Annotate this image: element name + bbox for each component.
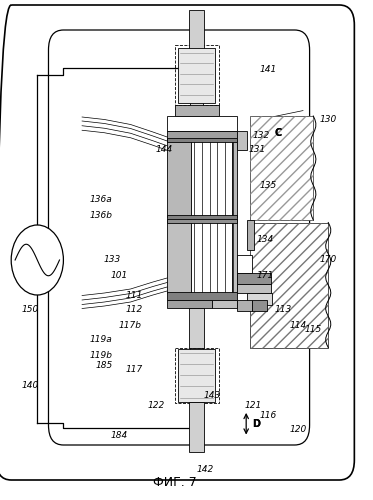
Bar bbox=[191, 220, 232, 292]
Polygon shape bbox=[250, 222, 328, 348]
Text: 134: 134 bbox=[256, 236, 273, 244]
Text: 171: 171 bbox=[256, 270, 273, 280]
Text: 111: 111 bbox=[126, 290, 143, 300]
Bar bbox=[167, 300, 212, 308]
Text: 144: 144 bbox=[156, 146, 173, 154]
Text: 133: 133 bbox=[103, 256, 120, 264]
Text: 122: 122 bbox=[148, 400, 165, 409]
Text: 140: 140 bbox=[21, 380, 38, 390]
Polygon shape bbox=[250, 116, 313, 220]
Circle shape bbox=[11, 225, 63, 295]
Bar bbox=[247, 220, 254, 250]
Text: ФИГ. 7: ФИГ. 7 bbox=[153, 476, 197, 489]
Bar bbox=[175, 45, 219, 105]
Text: 143: 143 bbox=[204, 390, 221, 400]
Bar bbox=[189, 10, 204, 55]
Text: 170: 170 bbox=[320, 256, 337, 264]
Bar bbox=[190, 68, 203, 428]
Text: 130: 130 bbox=[320, 116, 337, 124]
Text: 131: 131 bbox=[249, 146, 266, 154]
Bar bbox=[167, 292, 237, 300]
Text: 115: 115 bbox=[305, 326, 322, 334]
Text: 117b: 117b bbox=[119, 320, 142, 330]
Bar bbox=[167, 215, 237, 220]
Bar bbox=[167, 138, 237, 141]
Bar bbox=[237, 272, 271, 283]
Bar bbox=[175, 105, 219, 116]
Text: 119b: 119b bbox=[89, 350, 112, 360]
Text: 116: 116 bbox=[260, 410, 277, 420]
Text: C: C bbox=[274, 128, 281, 138]
Bar bbox=[178, 349, 215, 402]
Bar bbox=[247, 292, 272, 305]
Bar bbox=[189, 308, 204, 348]
Text: C: C bbox=[274, 128, 281, 138]
Text: 150: 150 bbox=[21, 306, 38, 314]
Bar bbox=[232, 220, 237, 292]
Text: 113: 113 bbox=[275, 306, 292, 314]
Text: 142: 142 bbox=[197, 466, 214, 474]
Bar bbox=[232, 139, 237, 216]
Bar bbox=[191, 139, 232, 216]
Bar bbox=[167, 131, 237, 138]
Text: D: D bbox=[252, 419, 260, 429]
Bar bbox=[167, 219, 237, 223]
Bar bbox=[252, 300, 267, 311]
Text: 136b: 136b bbox=[89, 210, 112, 220]
Text: 135: 135 bbox=[260, 180, 277, 190]
Text: 114: 114 bbox=[290, 320, 307, 330]
Bar bbox=[167, 116, 237, 131]
Bar bbox=[178, 48, 215, 102]
Text: 101: 101 bbox=[111, 270, 128, 280]
Text: 184: 184 bbox=[111, 430, 128, 440]
Text: D: D bbox=[252, 419, 260, 429]
Text: 120: 120 bbox=[290, 426, 307, 434]
Text: 136a: 136a bbox=[90, 196, 112, 204]
Bar bbox=[175, 348, 219, 403]
Bar bbox=[237, 300, 252, 311]
Bar bbox=[237, 255, 252, 272]
Text: 185: 185 bbox=[96, 360, 113, 370]
Bar bbox=[237, 131, 247, 150]
Bar bbox=[167, 139, 191, 216]
Bar bbox=[167, 220, 191, 292]
Bar bbox=[237, 284, 271, 292]
Text: 141: 141 bbox=[260, 66, 277, 74]
Bar bbox=[189, 402, 204, 452]
Bar bbox=[212, 300, 237, 308]
Text: 119a: 119a bbox=[90, 336, 112, 344]
Text: 132: 132 bbox=[253, 130, 270, 140]
Text: 121: 121 bbox=[245, 400, 262, 409]
Text: 117: 117 bbox=[126, 366, 143, 374]
Text: 112: 112 bbox=[126, 306, 143, 314]
